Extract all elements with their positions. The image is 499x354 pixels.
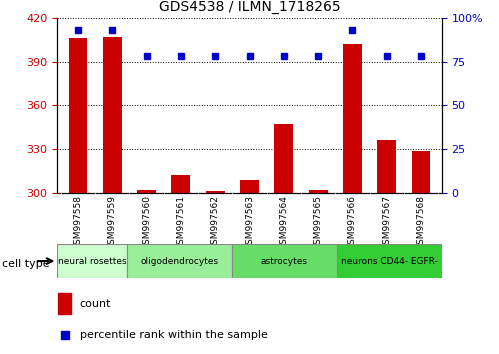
Bar [377, 141, 396, 193]
Bar [58, 293, 71, 314]
Bar [127, 244, 232, 278]
Text: oligodendrocytes: oligodendrocytes [141, 257, 219, 266]
Text: GSM997561: GSM997561 [176, 195, 186, 251]
Text: GSM997559: GSM997559 [108, 195, 117, 251]
Bar [137, 190, 156, 193]
Text: count: count [80, 298, 111, 309]
Bar [232, 244, 337, 278]
Bar [57, 244, 127, 278]
Title: GDS4538 / ILMN_1718265: GDS4538 / ILMN_1718265 [159, 0, 340, 14]
Bar [337, 244, 442, 278]
Text: neural rosettes: neural rosettes [58, 257, 127, 266]
Text: GSM997558: GSM997558 [73, 195, 82, 251]
Bar [172, 176, 190, 193]
Text: astrocytes: astrocytes [261, 257, 308, 266]
Text: GSM997567: GSM997567 [382, 195, 391, 251]
Text: GSM997568: GSM997568 [417, 195, 426, 251]
Text: GSM997566: GSM997566 [348, 195, 357, 251]
Bar [309, 190, 327, 193]
Bar [240, 180, 259, 193]
Bar [103, 37, 122, 193]
Bar [412, 150, 431, 193]
Bar [68, 38, 87, 193]
Text: GSM997564: GSM997564 [279, 195, 288, 250]
Text: percentile rank within the sample: percentile rank within the sample [80, 330, 267, 340]
Text: GSM997565: GSM997565 [313, 195, 323, 251]
Text: GSM997560: GSM997560 [142, 195, 151, 251]
Text: GSM997563: GSM997563 [245, 195, 254, 251]
Bar [206, 192, 225, 193]
Text: neurons CD44- EGFR-: neurons CD44- EGFR- [341, 257, 438, 266]
Text: cell type: cell type [2, 259, 50, 269]
Bar [343, 44, 362, 193]
Bar [274, 124, 293, 193]
Text: GSM997562: GSM997562 [211, 195, 220, 250]
